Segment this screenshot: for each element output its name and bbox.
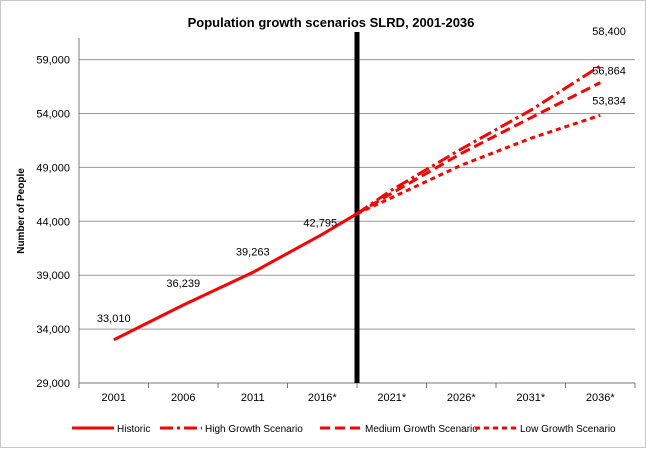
data-label: 33,010: [97, 313, 131, 325]
y-tick-label: 49,000: [36, 162, 70, 174]
data-label: 53,834: [592, 95, 626, 107]
data-label: 39,263: [236, 246, 270, 258]
data-label: 36,239: [166, 278, 200, 290]
data-label: 42,795: [303, 217, 337, 229]
x-tick-label: 2001: [102, 392, 126, 404]
series-line-medium-growth-scenario: [356, 81, 601, 215]
x-tick-label: 2011: [241, 392, 265, 404]
axes: 29,000 34,000 39,000 44,000 49,000 54,000 59,0…: [36, 32, 636, 404]
x-tick-label: 2036*: [586, 392, 615, 404]
series-line-historic: [113, 212, 358, 342]
legend-label: High Growth Scenario: [205, 424, 303, 435]
y-tick-label: 39,000: [36, 270, 70, 282]
y-tick-label: 34,000: [36, 324, 70, 336]
y-axis-label: Number of People: [16, 168, 27, 254]
x-tick-label: 2006: [171, 392, 195, 404]
x-tick-label: 2016*: [308, 392, 337, 404]
legend-label: Medium Growth Scenario: [365, 424, 478, 435]
data-label: 58,400: [592, 26, 626, 38]
series-line-high-growth-scenario: [356, 64, 602, 215]
legend-label: Low Growth Scenario: [520, 424, 616, 435]
x-tick-label: 2031*: [516, 392, 545, 404]
y-tick-label: 54,000: [36, 108, 70, 120]
data-label: 56,864: [592, 66, 626, 78]
chart-title: Population growth scenarios SLRD, 2001-2…: [188, 15, 475, 30]
legend-label: Historic: [117, 424, 150, 435]
y-tick-label: 29,000: [36, 378, 70, 390]
legend: Historic High Growth Scenario Medium Growt…: [72, 424, 616, 435]
y-tick-label: 59,000: [36, 55, 70, 67]
data-labels: 33,010 36,239 39,263 42,795 58,400 56,864 53,8…: [97, 26, 626, 325]
series-line-low-growth-scenario: [356, 113, 601, 216]
y-tick-label: 44,000: [36, 216, 70, 228]
x-tick-label: 2021*: [377, 392, 406, 404]
x-tick-label: 2026*: [447, 392, 476, 404]
series-lines: [113, 64, 602, 342]
